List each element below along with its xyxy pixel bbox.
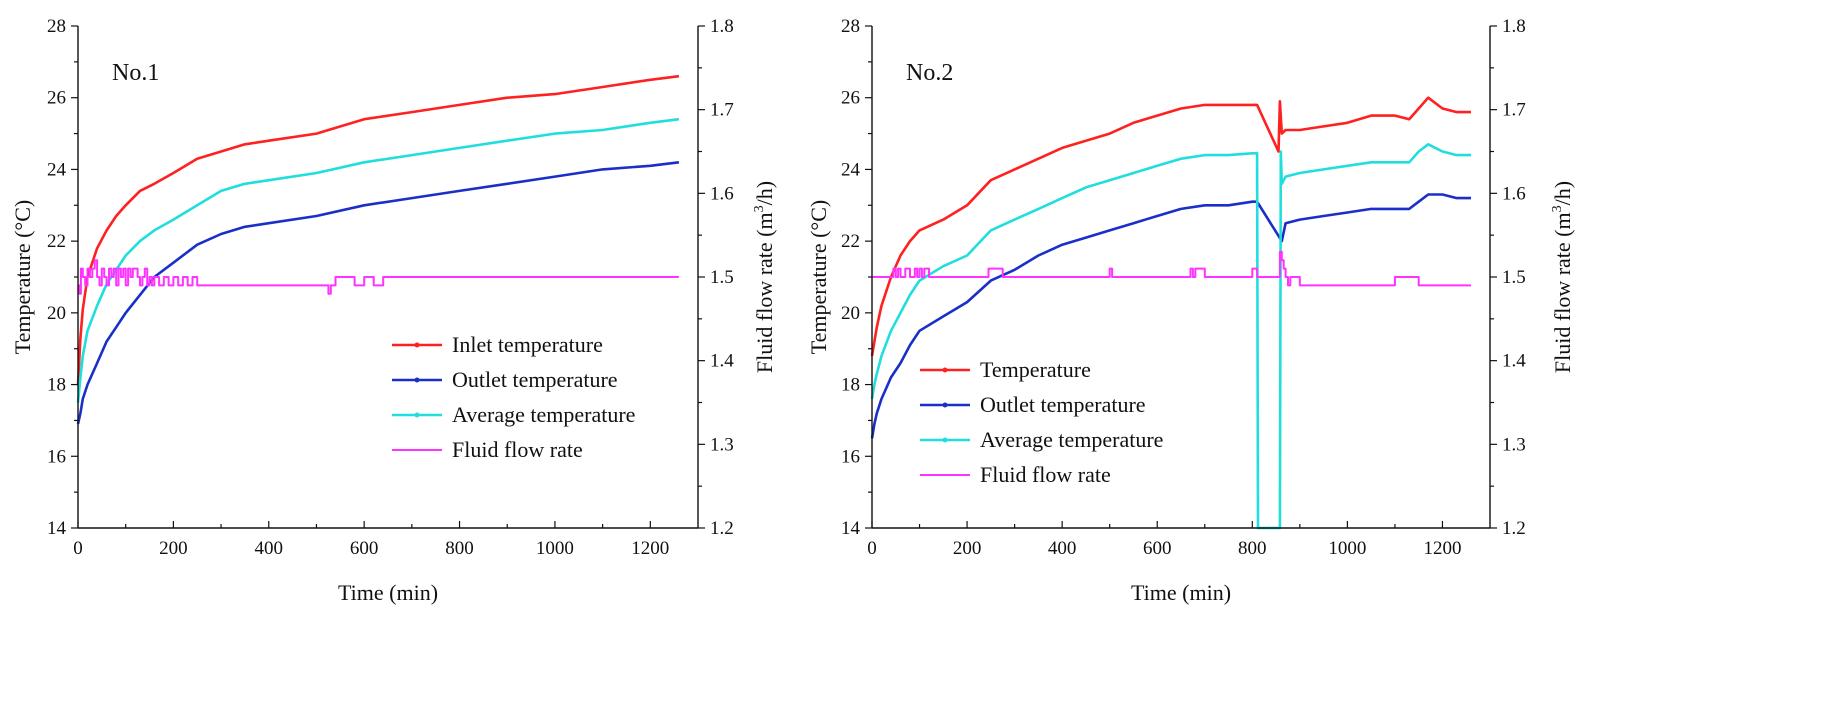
x-tick-label: 200 [159, 538, 188, 559]
legend-label-outlet: Outlet temperature [452, 367, 618, 392]
y2-axis-title: Fluid flow rate (m3/h) [1550, 181, 1575, 373]
y2-axis-title-superscript: 3 [1550, 205, 1565, 212]
y-tick-label: 18 [47, 375, 66, 396]
series-line-inlet [76, 74, 680, 385]
y2-tick-label: 1.2 [1502, 518, 1526, 539]
y-tick-label: 20 [47, 303, 66, 324]
x-tick-label: 1200 [631, 538, 669, 559]
x-axis-title: Time (min) [1131, 580, 1231, 605]
legend-marker-outlet [414, 377, 420, 383]
y2-axis-title-prefix: Fluid flow rate (m [752, 212, 777, 373]
panel-title: No.1 [112, 60, 159, 86]
y2-tick-label: 1.4 [1502, 351, 1526, 372]
x-tick-label: 600 [1143, 538, 1172, 559]
y2-tick-label: 1.6 [1502, 183, 1526, 204]
legend-item-average: Average temperature [392, 402, 635, 427]
y2-axis-title: Fluid flow rate (m3/h) [752, 181, 777, 373]
legend-label-flow: Fluid flow rate [452, 437, 583, 462]
x-tick-label: 800 [1238, 538, 1267, 559]
x-tick-label: 400 [1048, 538, 1077, 559]
y-tick-label: 14 [47, 518, 67, 539]
panel-title: No.2 [906, 60, 953, 86]
legend-marker-average [414, 412, 420, 418]
series-line-flow [872, 250, 1471, 287]
legend-item-outlet: Outlet temperature [392, 367, 618, 392]
legend-item-inlet: Inlet temperature [392, 332, 603, 357]
legend-marker-outlet [942, 402, 948, 408]
y-tick-label: 20 [841, 303, 860, 324]
legend-label-flow: Fluid flow rate [980, 462, 1111, 487]
legend-label-outlet: Outlet temperature [980, 392, 1146, 417]
y2-axis-title-superscript: 3 [752, 205, 767, 212]
y2-tick-label: 1.6 [710, 183, 734, 204]
y2-tick-label: 1.3 [710, 434, 734, 455]
legend-marker-inlet [414, 342, 420, 348]
y2-axis-title-suffix: /h) [1550, 181, 1575, 205]
y-tick-label: 22 [47, 231, 66, 252]
x-tick-label: 1000 [1328, 538, 1366, 559]
y-tick-label: 26 [47, 88, 66, 109]
series-line-inlet [870, 96, 1471, 357]
y-tick-label: 24 [841, 159, 861, 180]
y-tick-label: 14 [841, 518, 861, 539]
series-line-average [76, 117, 680, 403]
legend-item-average: Average temperature [920, 427, 1163, 452]
x-tick-label: 200 [953, 538, 982, 559]
legend-label-inlet: Inlet temperature [452, 332, 603, 357]
y2-axis-title-suffix: /h) [752, 181, 777, 205]
y2-tick-label: 1.4 [710, 351, 734, 372]
y2-tick-label: 1.2 [710, 518, 734, 539]
chart-panel-no1: 0 200 400 600 800 1000 1200 14 16 18 20 22 24 26 28 1.2… [10, 16, 777, 605]
x-tick-label: 0 [867, 538, 877, 559]
y2-tick-label: 1.5 [1502, 267, 1526, 288]
y-tick-label: 26 [841, 88, 860, 109]
series-line-flow [78, 259, 679, 295]
y2-tick-label: 1.8 [1502, 16, 1526, 37]
y-tick-label: 16 [841, 446, 860, 467]
legend-item-outlet: Outlet temperature [920, 392, 1146, 417]
series-line-outlet [870, 193, 1471, 439]
y2-tick-label: 1.8 [710, 16, 734, 37]
y-tick-label: 16 [47, 446, 66, 467]
legend-item-flow: Fluid flow rate [920, 462, 1111, 487]
legend-marker-inlet [942, 367, 948, 373]
legend-item-inlet: Temperature [920, 357, 1091, 382]
legend-label-inlet: Temperature [980, 357, 1091, 382]
y2-tick-label: 1.7 [1502, 100, 1526, 121]
x-axis-title: Time (min) [338, 580, 438, 605]
x-tick-label: 1000 [536, 538, 574, 559]
y2-tick-label: 1.3 [1502, 434, 1526, 455]
y2-tick-label: 1.7 [710, 100, 734, 121]
legend-marker-average [942, 437, 948, 443]
series-line-outlet [76, 161, 680, 425]
x-tick-label: 1200 [1423, 538, 1461, 559]
y2-axis-title-prefix: Fluid flow rate (m [1550, 212, 1575, 373]
y-axis-title: Temperature (°C) [806, 200, 831, 354]
y-tick-label: 24 [47, 159, 67, 180]
x-tick-label: 0 [73, 538, 83, 559]
y2-tick-label: 1.5 [710, 267, 734, 288]
y-tick-label: 28 [47, 16, 66, 37]
y-tick-label: 22 [841, 231, 860, 252]
x-tick-label: 600 [350, 538, 379, 559]
y-axis-title: Temperature (°C) [10, 200, 35, 354]
legend-label-average: Average temperature [452, 402, 635, 427]
x-tick-label: 800 [445, 538, 474, 559]
legend-item-flow: Fluid flow rate [392, 437, 583, 462]
y-tick-label: 18 [841, 375, 860, 396]
series-line-average [870, 143, 1471, 530]
y-tick-label: 28 [841, 16, 860, 37]
x-tick-label: 400 [255, 538, 284, 559]
legend-label-average: Average temperature [980, 427, 1163, 452]
chart-panel-no2: 0 200 400 600 800 1000 1200 14 16 18 20 22 24 26 28 1.2… [806, 16, 1575, 605]
